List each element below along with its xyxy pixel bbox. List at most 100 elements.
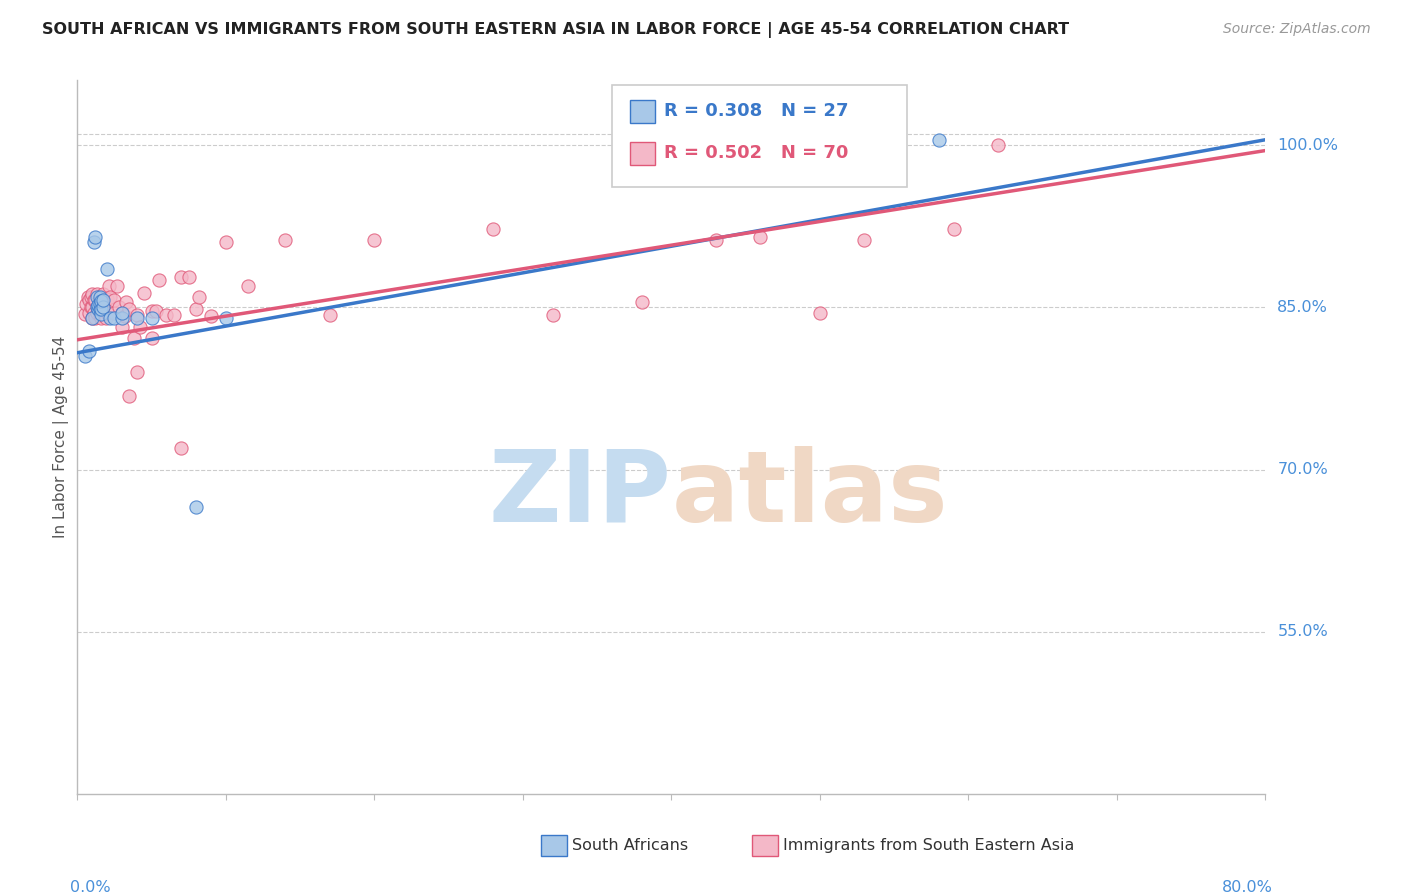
Text: Source: ZipAtlas.com: Source: ZipAtlas.com — [1223, 22, 1371, 37]
Point — [91, 301, 114, 315]
Text: 70.0%: 70.0% — [1277, 462, 1329, 477]
Text: SOUTH AFRICAN VS IMMIGRANTS FROM SOUTH EASTERN ASIA IN LABOR FORCE | AGE 45-54 C: SOUTH AFRICAN VS IMMIGRANTS FROM SOUTH E… — [42, 22, 1070, 38]
Text: 85.0%: 85.0% — [1277, 300, 1329, 315]
Point — [76, 289, 98, 303]
Text: R = 0.502   N = 70: R = 0.502 N = 70 — [664, 145, 848, 162]
Text: 100.0%: 100.0% — [1277, 137, 1339, 153]
Text: South Africans: South Africans — [572, 838, 689, 853]
Point — [111, 306, 134, 320]
Point — [111, 319, 134, 334]
Point — [103, 293, 125, 307]
Point — [128, 319, 150, 334]
Point — [91, 287, 114, 301]
Point — [90, 311, 112, 326]
Point — [77, 293, 100, 307]
Point — [942, 222, 965, 236]
Point — [83, 293, 105, 307]
Point — [987, 138, 1010, 153]
Point — [141, 303, 163, 318]
Point — [482, 222, 505, 236]
Point — [77, 343, 100, 358]
Point — [84, 311, 107, 326]
Point — [114, 309, 136, 323]
Text: 55.0%: 55.0% — [1277, 624, 1329, 640]
Point — [853, 233, 876, 247]
Point — [86, 306, 108, 320]
Point — [215, 311, 238, 326]
Point — [86, 287, 108, 301]
Point — [80, 289, 103, 303]
Point — [90, 307, 112, 321]
Point — [90, 293, 112, 308]
Point — [141, 311, 163, 326]
Point — [73, 307, 96, 321]
Point — [125, 311, 148, 326]
Point — [111, 306, 134, 320]
Point — [188, 289, 211, 303]
Point — [90, 302, 112, 317]
Y-axis label: In Labor Force | Age 45-54: In Labor Force | Age 45-54 — [53, 336, 69, 538]
Point — [704, 233, 727, 247]
Point — [170, 441, 193, 455]
Point — [83, 306, 105, 320]
Point — [177, 270, 200, 285]
Point — [82, 311, 104, 326]
Point — [89, 308, 111, 322]
Point — [87, 298, 110, 312]
Point — [118, 302, 141, 317]
Point — [91, 293, 114, 307]
Point — [236, 278, 259, 293]
Point — [98, 311, 121, 326]
Text: 0.0%: 0.0% — [70, 880, 111, 892]
Point — [145, 303, 167, 318]
Point — [108, 301, 131, 315]
Point — [77, 306, 100, 320]
Point — [87, 302, 110, 317]
Point — [93, 293, 115, 307]
Point — [90, 293, 112, 307]
Point — [630, 294, 652, 309]
Point — [75, 297, 97, 311]
Point — [96, 306, 118, 320]
Text: R = 0.308   N = 27: R = 0.308 N = 27 — [664, 103, 848, 120]
Point — [125, 308, 148, 322]
Point — [163, 308, 186, 322]
Point — [91, 301, 114, 315]
Point — [125, 365, 148, 379]
Point — [215, 235, 238, 250]
Text: atlas: atlas — [672, 446, 948, 542]
Point — [84, 293, 107, 307]
Point — [808, 306, 831, 320]
Point — [98, 289, 121, 303]
Point — [87, 298, 110, 312]
Point — [94, 311, 117, 326]
Point — [186, 302, 208, 317]
Point — [319, 308, 342, 322]
Point — [96, 292, 118, 306]
Point — [97, 278, 120, 293]
Point — [200, 309, 222, 323]
Point — [274, 233, 297, 247]
Point — [134, 286, 156, 301]
Point — [83, 235, 105, 250]
Point — [86, 301, 108, 315]
Point — [89, 302, 111, 317]
Point — [111, 311, 134, 326]
Point — [89, 289, 111, 303]
Point — [141, 330, 163, 344]
Point — [82, 301, 104, 315]
Point — [107, 278, 129, 293]
Point — [148, 273, 170, 287]
Point — [122, 330, 145, 344]
Point — [89, 297, 111, 311]
Point — [89, 293, 111, 307]
Point — [84, 230, 107, 244]
Point — [96, 262, 118, 277]
Point — [80, 301, 103, 315]
Point — [928, 133, 950, 147]
Point — [82, 287, 104, 301]
Point — [155, 308, 177, 322]
Point — [86, 289, 108, 303]
Point — [82, 311, 104, 326]
Point — [186, 500, 208, 515]
